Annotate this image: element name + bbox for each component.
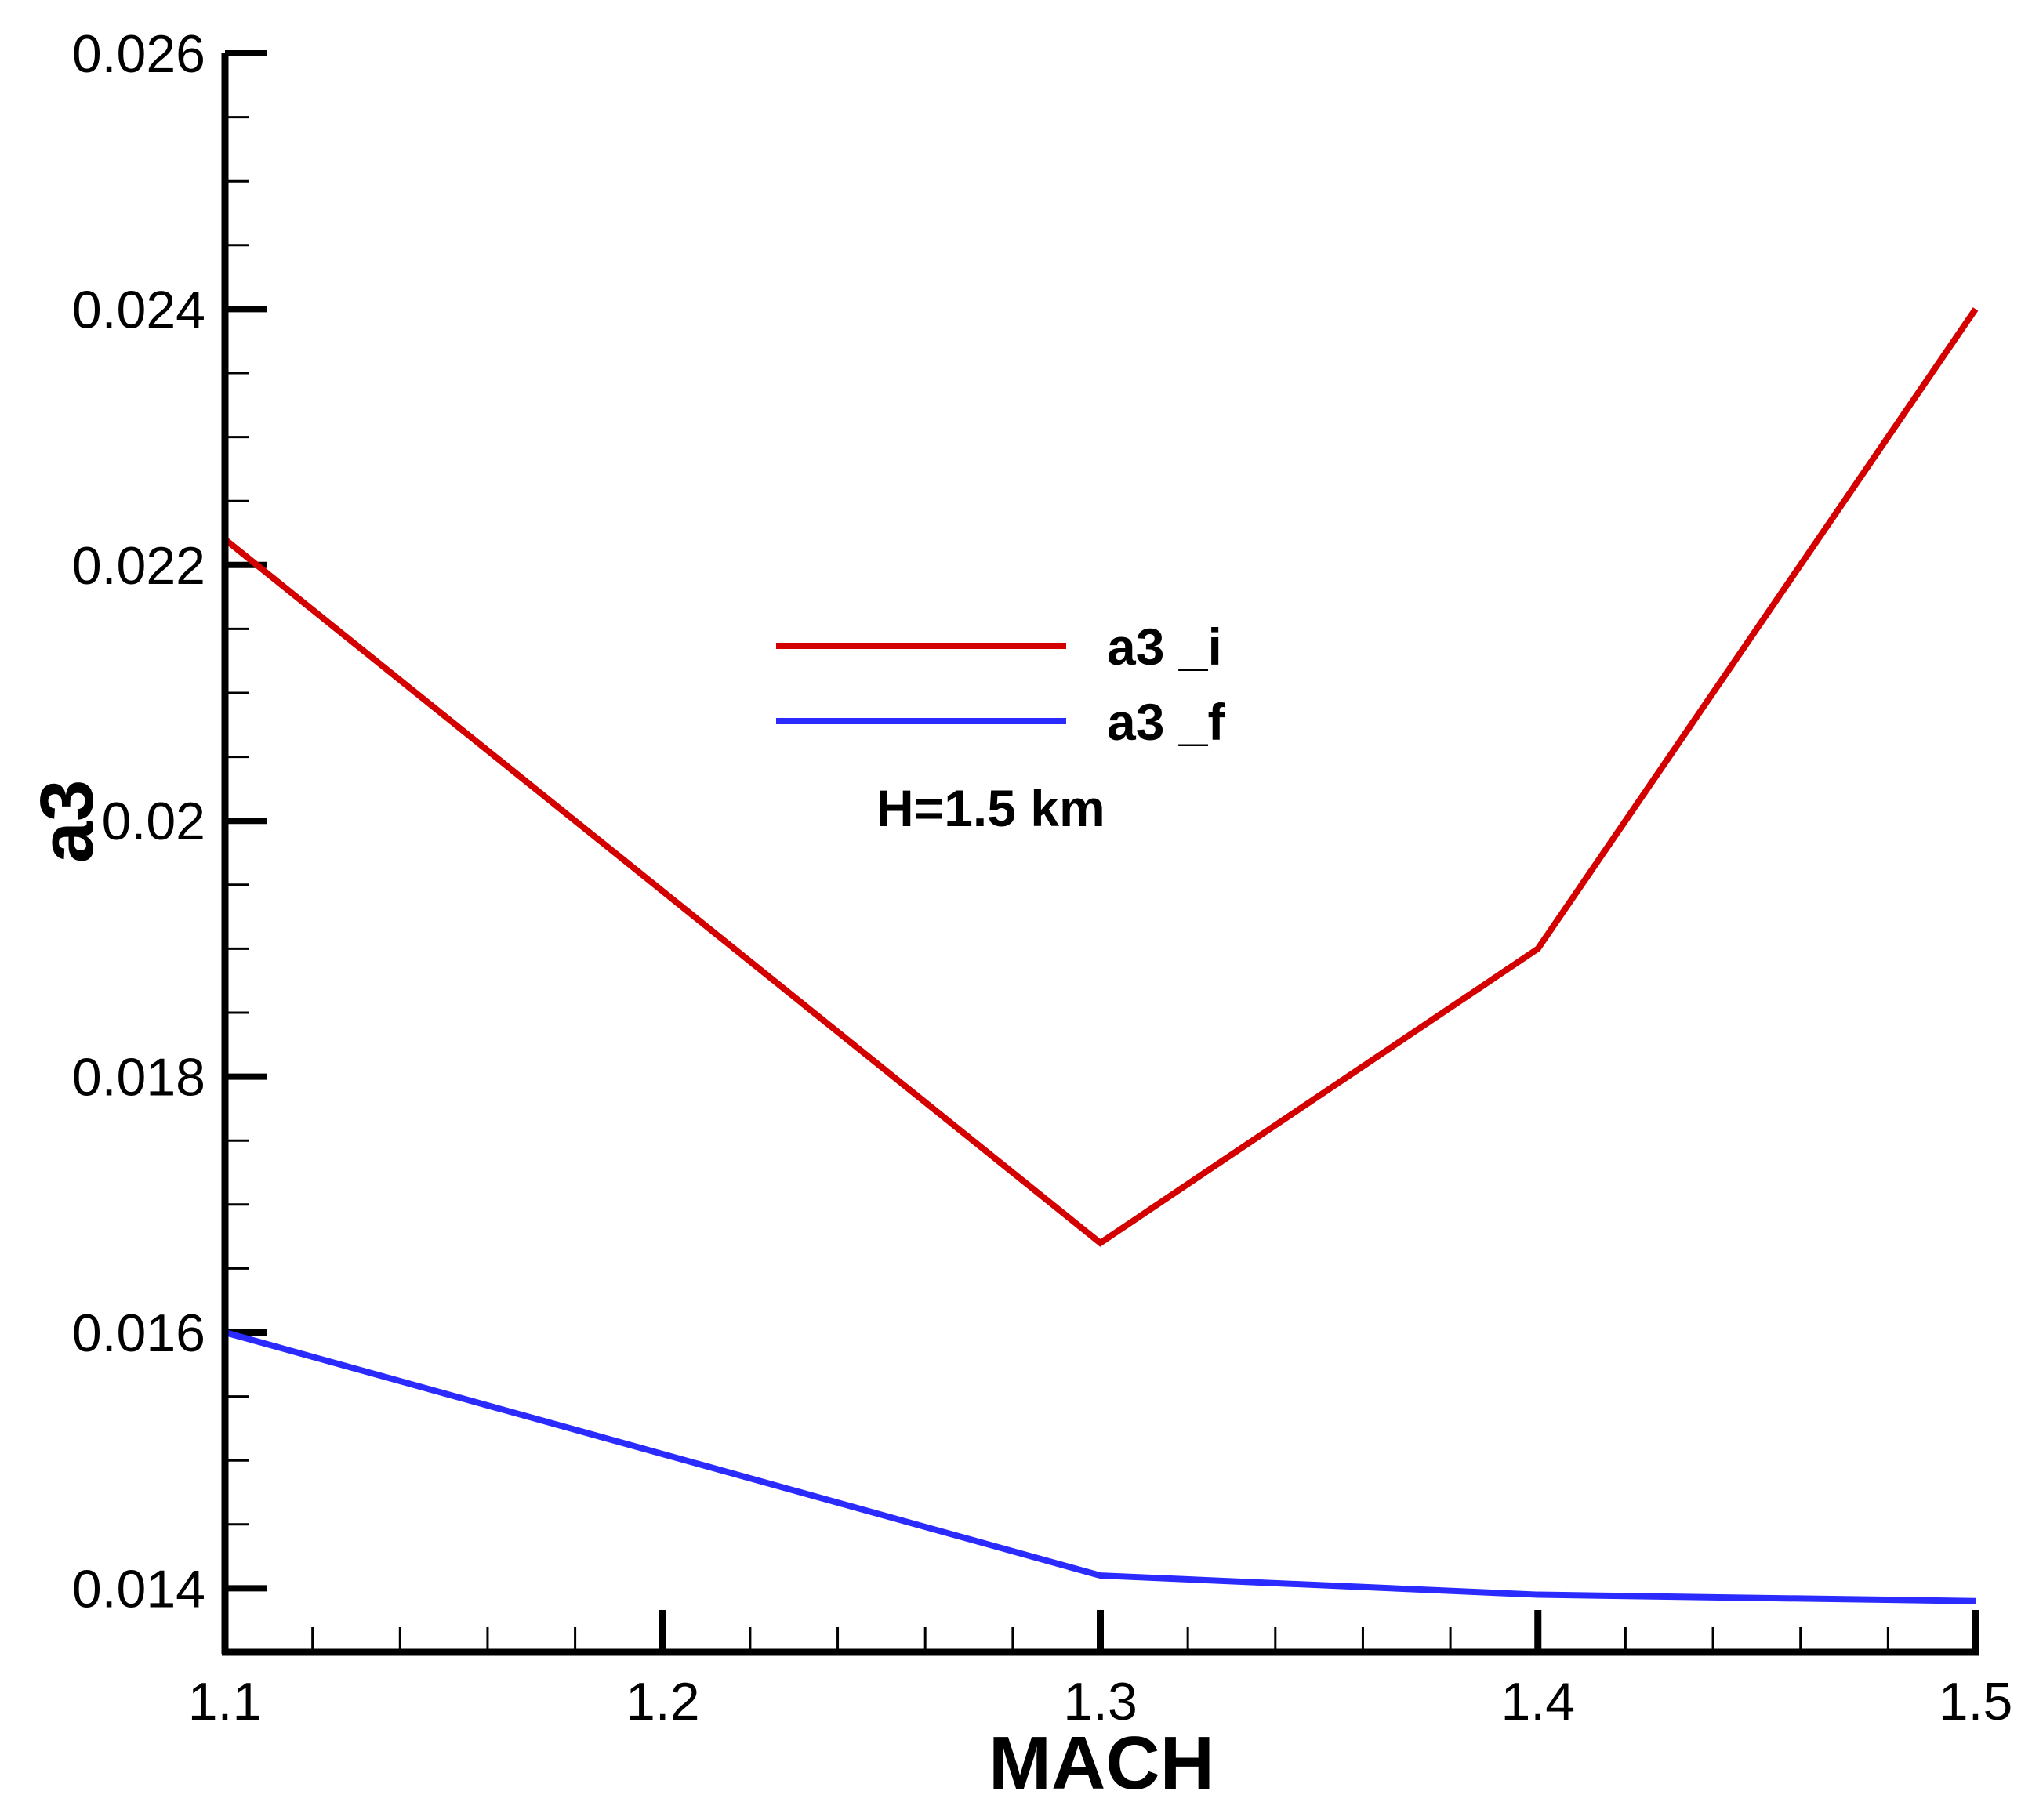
x-axis-title: MACH bbox=[989, 1721, 1214, 1805]
y-tick-label: 0.016 bbox=[72, 1303, 205, 1363]
series-layer bbox=[223, 307, 1979, 1604]
y-tick-label: 0.022 bbox=[72, 536, 205, 596]
series-line-0 bbox=[223, 307, 1979, 1247]
axis-ticks bbox=[221, 50, 1979, 1654]
x-tick-label: 1.3 bbox=[1063, 1672, 1138, 1731]
x-tick-label: 1.5 bbox=[1939, 1672, 2013, 1731]
x-tick-label: 1.1 bbox=[188, 1672, 263, 1731]
x-tick-label: 1.4 bbox=[1500, 1672, 1575, 1731]
tick-labels: 0.014 0.016 0.018 0.02 0.022 0.024 0.026 1.1 1.2… bbox=[72, 24, 2012, 1731]
legend: a3 _i a3 _f bbox=[776, 618, 1225, 751]
y-tick-label: 0.024 bbox=[72, 280, 205, 339]
annotation-altitude: H=1.5 km bbox=[876, 779, 1105, 837]
y-tick-label: 0.02 bbox=[102, 792, 205, 851]
legend-label-a3-i: a3 _i bbox=[1107, 618, 1222, 676]
series-line-1 bbox=[223, 1329, 1976, 1604]
y-axis-title: a3 bbox=[25, 780, 109, 864]
x-tick-label: 1.2 bbox=[626, 1672, 700, 1731]
y-tick-label: 0.018 bbox=[72, 1048, 205, 1108]
y-tick-label: 0.026 bbox=[72, 24, 205, 84]
legend-label-a3-f: a3 _f bbox=[1107, 693, 1225, 751]
y-tick-label: 0.014 bbox=[72, 1559, 205, 1619]
